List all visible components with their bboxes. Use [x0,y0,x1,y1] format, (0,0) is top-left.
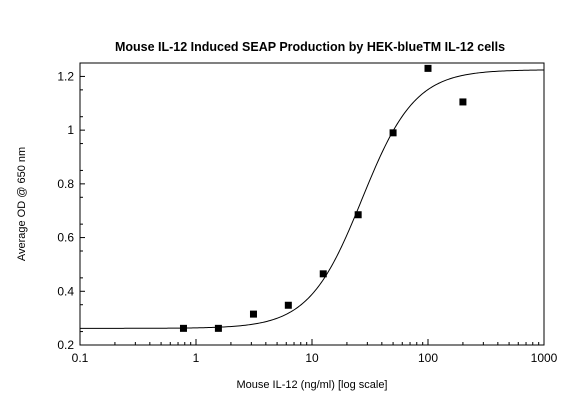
y-tick-label: 1 [67,123,74,137]
y-tick-label: 0.2 [57,338,74,352]
fitted-curve [80,69,545,329]
data-points [179,64,467,332]
data-point [459,98,467,106]
x-tick-label: 1000 [531,351,558,365]
y-tick-label: 0.6 [57,231,74,245]
y-tick-label: 1.2 [57,69,74,83]
x-axis: 0.1 1 10 100 1000 [72,339,558,365]
y-tick-label: 0.4 [57,284,74,298]
x-tick-label: 0.1 [72,351,89,365]
x-tick-label: 1 [193,351,200,365]
data-point [249,310,257,318]
y-axis: 0.2 0.4 0.6 0.8 1 1.2 [57,69,85,352]
y-axis-title: Average OD @ 650 nm [16,147,28,261]
x-tick-label: 10 [305,351,319,365]
chart-title: Mouse IL-12 Induced SEAP Production by H… [115,40,505,54]
data-point [354,211,362,219]
data-point [284,301,292,309]
data-point [214,324,222,332]
x-axis-title: Mouse IL-12 (ng/ml) [log scale] [236,379,387,391]
data-point [389,129,397,137]
data-point [179,324,187,332]
data-point [424,64,432,72]
plot-frame [79,62,545,346]
data-point [319,270,327,278]
x-tick-label: 100 [418,351,438,365]
y-tick-label: 0.8 [57,177,74,191]
